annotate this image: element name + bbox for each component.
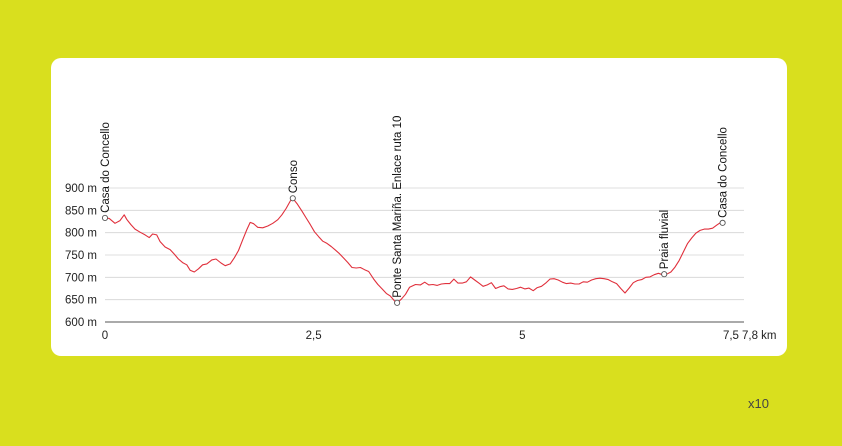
elevation-line	[104, 197, 723, 304]
y-tick-label: 800 m	[65, 228, 97, 240]
chart-card: 900 m 850 m 800 m 750 m 700 m 650 m 600 m 0 2,5 5…	[51, 58, 787, 356]
waypoint-label: Casa do Concello	[100, 122, 112, 213]
waypoint-label: Ponte Santa Mariña. Enlace ruta 10	[392, 116, 404, 298]
x-tick-label: 7,8 km	[742, 330, 777, 342]
waypoint-marker	[101, 214, 109, 221]
x-tick-label: 7,5	[723, 330, 739, 342]
elevation-profile-chart: 900 m 850 m 800 m 750 m 700 m 650 m 600 m 0 2,5 5…	[65, 116, 777, 342]
y-tick-label: 850 m	[65, 205, 97, 217]
waypoint-marker	[661, 271, 668, 278]
y-tick-label: 750 m	[65, 250, 97, 262]
y-tick-label: 700 m	[65, 272, 97, 284]
x-tick-label: 0	[102, 330, 108, 342]
waypoint-marker	[394, 299, 401, 306]
x-tick-label: 5	[519, 330, 525, 342]
x-tick-label: 2,5	[306, 330, 322, 342]
footer-label: x10	[748, 396, 769, 411]
waypoint-label: Casa do Concello	[718, 127, 730, 218]
y-tick-label: 650 m	[65, 295, 97, 307]
waypoint-label: Praia fluvial	[659, 210, 671, 269]
waypoint-label: Conso	[288, 160, 300, 193]
waypoint-marker	[719, 219, 726, 226]
y-tick-label: 600 m	[65, 317, 97, 329]
waypoint-marker	[289, 195, 296, 202]
y-tick-label: 900 m	[65, 183, 97, 195]
